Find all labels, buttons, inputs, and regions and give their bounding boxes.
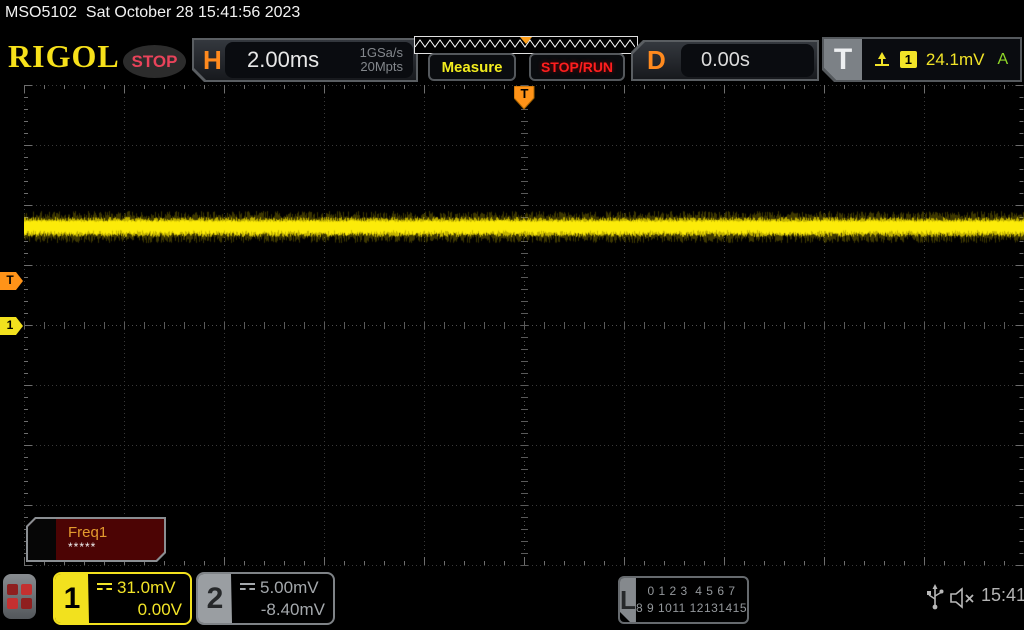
titlebar: MSO5102 Sat October 28 15:41:56 2023 xyxy=(0,0,1024,30)
delay-value: 0.00s xyxy=(701,49,750,71)
ch1-ground-marker[interactable]: 1 xyxy=(0,317,24,335)
model-and-datetime: MSO5102 Sat October 28 15:41:56 2023 xyxy=(5,4,301,21)
speaker-muted-icon xyxy=(950,587,974,609)
delay-display: 0.00s xyxy=(681,44,814,77)
grid-icon-square xyxy=(21,584,32,595)
stop-run-button-label: STOP/RUN xyxy=(540,59,614,75)
waveform-overview-zigzag xyxy=(414,39,636,48)
logic-label: L xyxy=(620,578,636,622)
grid-icon-square xyxy=(7,584,18,595)
channel2-offset: -8.40mV xyxy=(260,600,325,619)
dc-coupling-icon xyxy=(97,582,112,594)
measure-button-label: Measure xyxy=(441,58,503,76)
logic-row-2: 8 9 1011 12131415 xyxy=(635,601,747,615)
usb-icon xyxy=(927,584,944,610)
delay-label: D xyxy=(647,45,666,75)
memory-position-bar[interactable] xyxy=(414,36,638,54)
grid-icon-square xyxy=(21,598,32,609)
graticule: T T 1 Freq1 ***** xyxy=(0,85,1024,566)
channel1-number: 1 xyxy=(55,574,89,623)
channel1-info: 31.0mV 0.00V xyxy=(89,574,190,623)
windows-grid-icon[interactable] xyxy=(3,574,36,619)
memory-depth: 20Mpts xyxy=(360,59,403,74)
dc-coupling-icon xyxy=(240,582,255,594)
delay-panel[interactable]: D 0.00s xyxy=(631,40,819,81)
horizontal-label: H xyxy=(203,45,222,75)
channel2-number: 2 xyxy=(198,574,232,623)
grid-icon-square xyxy=(7,598,18,609)
trigger-position-letter: T xyxy=(520,86,529,101)
timebase-display: 2.00ms 1GSa/s 20Mpts xyxy=(225,42,413,78)
channel1-scale: 31.0mV xyxy=(117,578,176,597)
channel2-scale: 5.00mV xyxy=(260,578,319,597)
measurement-value: ***** xyxy=(68,540,97,554)
channel2-status[interactable]: 2 5.00mV -8.40mV xyxy=(196,572,335,625)
ch1-trace xyxy=(24,85,1024,566)
trigger-level-value: 24.1mV xyxy=(925,49,985,69)
ch1-marker-letter: 1 xyxy=(6,318,14,332)
trigger-level-marker[interactable]: T xyxy=(0,272,24,290)
sample-rate: 1GSa/s xyxy=(359,45,403,60)
channel1-status[interactable]: 1 31.0mV 0.00V xyxy=(53,572,192,625)
run-state-badge: STOP xyxy=(123,45,186,78)
rising-edge-icon xyxy=(874,52,891,68)
channel2-info: 5.00mV -8.40mV xyxy=(232,574,333,623)
logic-analyzer-status[interactable]: L 0 1 2 3 4 5 6 7 8 9 1011 12131415 xyxy=(618,576,749,624)
trigger-position-marker[interactable]: T xyxy=(513,85,535,110)
trigger-mode: A xyxy=(997,50,1009,68)
timebase-value: 2.00ms xyxy=(247,47,320,72)
trigger-tab-label: T xyxy=(824,39,862,80)
measure-button[interactable]: Measure xyxy=(428,53,516,81)
channel1-offset: 0.00V xyxy=(137,600,182,619)
logic-row-1: 0 1 2 3 4 5 6 7 xyxy=(647,584,736,598)
stop-run-button[interactable]: STOP/RUN xyxy=(529,53,625,81)
clock: 15:41 xyxy=(981,585,1024,605)
trigger-panel[interactable]: T 1 24.1mV A xyxy=(822,37,1022,82)
logic-channels: 0 1 2 3 4 5 6 7 8 9 1011 12131415 xyxy=(636,578,747,622)
trigger-info: 1 24.1mV A xyxy=(866,39,1016,80)
trigger-source-badge: 1 xyxy=(900,51,917,68)
rigol-logo: RIGOL xyxy=(8,38,120,74)
measurement-box-bg: Freq1 ***** xyxy=(28,519,164,560)
measurement-thumbnail xyxy=(28,519,56,560)
acquisition-info: 1GSa/s 20Mpts xyxy=(360,46,403,74)
memory-trigger-position-marker xyxy=(520,37,532,44)
bottom-bar: 1 31.0mV 0.00V 2 5.00mV -8.40mV L xyxy=(0,570,1024,630)
horizontal-panel[interactable]: H 2.00ms 1GSa/s 20Mpts xyxy=(192,38,418,82)
measurement-box[interactable]: Freq1 ***** xyxy=(26,517,166,562)
measurement-name: Freq1 xyxy=(68,524,108,541)
header-bar: RIGOL STOP H 2.00ms 1GSa/s 20Mpts Measur… xyxy=(0,30,1024,85)
trigger-level-letter: T xyxy=(6,273,14,287)
